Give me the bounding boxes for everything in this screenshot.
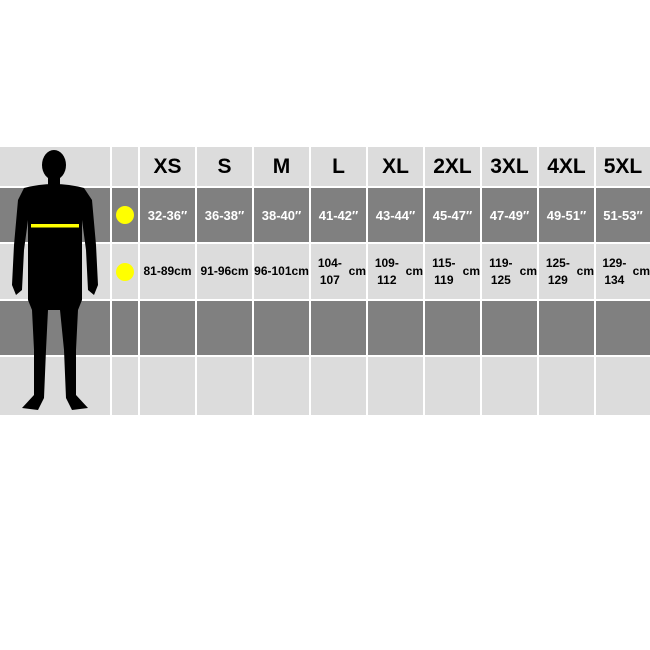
cell <box>596 301 650 355</box>
chest-inches: 47-49″ <box>482 188 537 242</box>
cell <box>311 301 366 355</box>
cm-unit: cm <box>519 264 537 278</box>
cell <box>425 357 480 415</box>
cell <box>539 357 594 415</box>
cell <box>311 357 366 415</box>
size-chart: XS S M L XL 2XL 3XL 4XL 5XL 32-36″ 36-38″ 38-40″ 41-… <box>0 147 650 415</box>
cell <box>112 357 138 415</box>
chest-measure-line-icon <box>31 224 79 228</box>
chart-row-r2: 81-89 cm 91-96 cm 96-101 cm 104-107 cm 109-112 cm… <box>0 244 650 299</box>
chart-row-hdr: XS S M L XL 2XL 3XL 4XL 5XL <box>0 147 650 186</box>
chest-inches: 45-47″ <box>425 188 480 242</box>
chest-cm: 96-101 cm <box>254 244 309 299</box>
cell <box>0 357 110 415</box>
body-silhouette-icon <box>12 150 98 410</box>
chest-inches: 49-51″ <box>539 188 594 242</box>
cell <box>539 301 594 355</box>
cell <box>482 357 537 415</box>
chart-row-r4 <box>0 357 650 415</box>
cell <box>425 301 480 355</box>
size-header: 4XL <box>539 147 594 186</box>
cell <box>112 244 138 299</box>
cm-value: 109-112 <box>374 255 399 287</box>
cm-value: 96-101 <box>254 264 292 278</box>
cell <box>368 301 423 355</box>
cm-value: 91-96 <box>200 264 232 278</box>
cell <box>254 357 309 415</box>
size-header: XL <box>368 147 423 186</box>
cell <box>368 357 423 415</box>
size-header: M <box>254 147 309 186</box>
cm-value: 115-119 <box>432 255 456 287</box>
chest-cm: 81-89 cm <box>140 244 195 299</box>
cm-unit: cm <box>291 264 309 278</box>
chest-cm: 104-107 cm <box>311 244 366 299</box>
chest-inches: 38-40″ <box>254 188 309 242</box>
cell <box>596 357 650 415</box>
cm-unit: cm <box>348 264 366 278</box>
cm-value: 119-125 <box>489 255 513 287</box>
chest-cm: 115-119 cm <box>425 244 480 299</box>
cell <box>112 188 138 242</box>
size-header: 2XL <box>425 147 480 186</box>
chest-inches: 36-38″ <box>197 188 252 242</box>
cell <box>112 147 138 186</box>
cell <box>140 301 195 355</box>
yellow-dot-icon <box>116 262 134 281</box>
size-header: 5XL <box>596 147 650 186</box>
chest-inches: 51-53″ <box>596 188 650 242</box>
size-header: L <box>311 147 366 186</box>
cm-value: 125-129 <box>545 255 570 287</box>
cm-unit: cm <box>462 264 480 278</box>
cell <box>197 357 252 415</box>
cell <box>140 357 195 415</box>
chest-inches: 43-44″ <box>368 188 423 242</box>
cm-unit: cm <box>632 264 650 278</box>
chest-cm: 129-134 cm <box>596 244 650 299</box>
cell <box>482 301 537 355</box>
chest-cm: 119-125 cm <box>482 244 537 299</box>
yellow-dot-icon <box>116 206 134 224</box>
chest-inches: 41-42″ <box>311 188 366 242</box>
cm-value: 81-89 <box>143 264 175 278</box>
size-header: 3XL <box>482 147 537 186</box>
cell <box>254 301 309 355</box>
size-header: S <box>197 147 252 186</box>
chart-row-r3 <box>0 301 650 355</box>
cell <box>112 301 138 355</box>
cm-unit: cm <box>576 264 594 278</box>
size-header: XS <box>140 147 195 186</box>
cell <box>197 301 252 355</box>
cm-unit: cm <box>231 264 249 278</box>
chest-cm: 109-112 cm <box>368 244 423 299</box>
cm-unit: cm <box>174 264 192 278</box>
chest-cm: 125-129 cm <box>539 244 594 299</box>
cm-value: 104-107 <box>317 255 342 287</box>
cm-value: 129-134 <box>602 255 627 287</box>
chest-cm: 91-96 cm <box>197 244 252 299</box>
chest-inches: 32-36″ <box>140 188 195 242</box>
cm-unit: cm <box>405 264 423 278</box>
